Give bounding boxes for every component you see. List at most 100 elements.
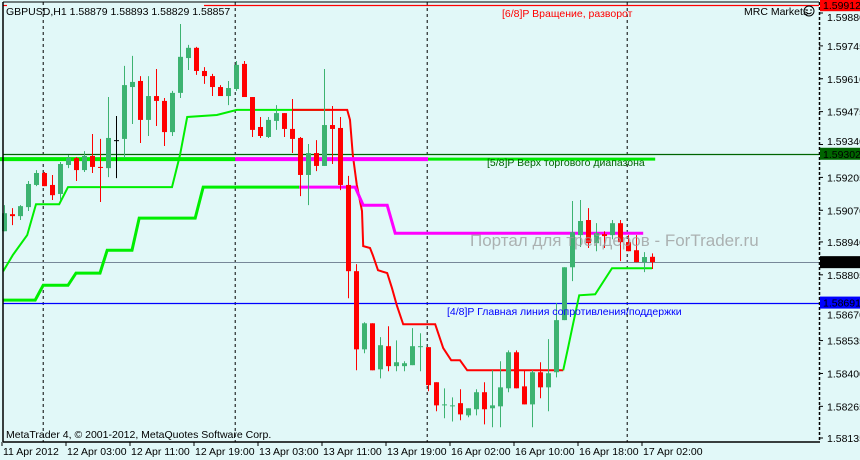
price-tick-label: 1.58265 [827,401,860,413]
candle-body [138,80,143,120]
bear-candle [162,98,167,146]
bear-candle [426,347,431,392]
candle-body [306,153,311,175]
time-tick-label: 12 Apr 19:00 [195,446,255,458]
candle-body [586,220,591,244]
candle-body [58,164,63,194]
bear-candle [586,208,591,249]
time-axis[interactable]: 11 Apr 2012 12 Apr 03:00 12 Apr 11:00 12 Ap… [1,442,703,458]
bull-candle [578,200,583,248]
candle-body [50,184,55,196]
candle-body [282,113,287,129]
price-tick-label: 1.58805 [827,270,860,282]
candle-body [426,347,431,386]
bear-candle [42,172,47,187]
candle-body [610,223,615,236]
candle-body [290,128,295,139]
bull-candle [234,60,239,91]
watermark: Портал для трейдеров - ForTrader.ru [470,231,759,250]
candle-body [2,213,7,232]
broker-name: MRC Markets [744,6,808,18]
level-5-8-price-tag: 1.59302 [823,149,860,161]
candle-body [218,87,223,97]
bear-candle [202,67,207,84]
bear-candle [74,156,79,182]
bull-candle [178,23,183,98]
bull-candle [146,76,151,136]
time-tick-label: 13 Apr 19:00 [387,446,447,458]
level-4-8-label: [4/8]P Главная линия сопротивления/подде… [447,306,682,318]
bear-candle [482,382,487,425]
candle-body [554,320,559,373]
bull-candle [122,65,127,159]
indicator-line [3,185,300,302]
bid-price-tag: 1.58857 [823,257,860,269]
murrey-levels [3,4,819,305]
symbol-ohlc-header: GBPUSD,H1 1.58879 1.58893 1.58829 1.5885… [6,6,230,18]
price-tick-label: 1.58135 [827,433,860,445]
candle-body [242,63,247,98]
candle-body [330,125,335,129]
candle-body [490,405,495,409]
bear-candle [434,382,439,412]
bull-candle [594,223,599,252]
candle-body [514,352,519,389]
bear-candle [154,69,159,127]
smiley-face-icon[interactable] [803,5,815,17]
price-tick-label: 1.59745 [827,41,860,53]
candle-body [522,386,527,405]
candle-body [266,119,271,137]
bear-candle [626,235,631,252]
bear-candle [218,85,223,97]
price-tick-label: 1.59340 [827,136,860,148]
candle-body [506,352,511,389]
candle-body [114,140,119,142]
bull-candle [642,252,647,273]
candle-body [578,220,583,236]
candle-body [570,232,575,268]
candle-body [82,155,87,171]
price-tick-label: 1.58940 [827,237,860,249]
candle-body [226,88,231,97]
time-tick-label: 16 Apr 02:00 [451,446,511,458]
candle-body [530,372,535,405]
price-tick-label: 1.59610 [827,74,860,86]
indicator-lines [0,108,656,372]
bull-candle [58,162,63,201]
bear-candle [210,73,215,97]
bear-candle [298,136,303,197]
candle-body [74,158,79,171]
time-tick-label: 13 Apr 11:00 [323,446,382,458]
bull-candle [186,44,191,70]
candle-body [458,403,463,415]
bull-candle [34,170,39,187]
price-axis[interactable]: 1.59880 1.59745 1.59610 1.59475 1.59340 1.592… [819,12,860,445]
candle-body [362,323,367,350]
candle-body [18,206,23,217]
candle-body [650,256,655,263]
bear-candle [458,389,463,421]
bull-candle [490,370,495,428]
candles [2,23,655,428]
candle-body [98,166,103,168]
price-tick-label: 1.59880 [827,12,860,24]
candle-body [314,153,319,166]
time-tick-label: 17 Apr 02:00 [643,446,703,458]
candle-body [538,372,543,388]
price-tick-label: 1.58400 [827,368,860,380]
bear-candle [634,235,639,263]
bear-candle [650,253,655,269]
copyright-text: MetaTrader 4, © 2001-2012, MetaQuotes So… [6,429,271,441]
bear-candle [50,174,55,201]
candle-body [418,346,423,348]
bull-candle [306,144,311,206]
level-6-8-price-tag: 1.59912 [823,0,860,12]
bear-candle [98,138,103,202]
time-tick-label: 16 Apr 10:00 [515,446,575,458]
bull-candle [410,328,415,366]
candle-body [146,96,151,120]
candle-body [90,155,95,167]
bull-candle [66,154,71,169]
